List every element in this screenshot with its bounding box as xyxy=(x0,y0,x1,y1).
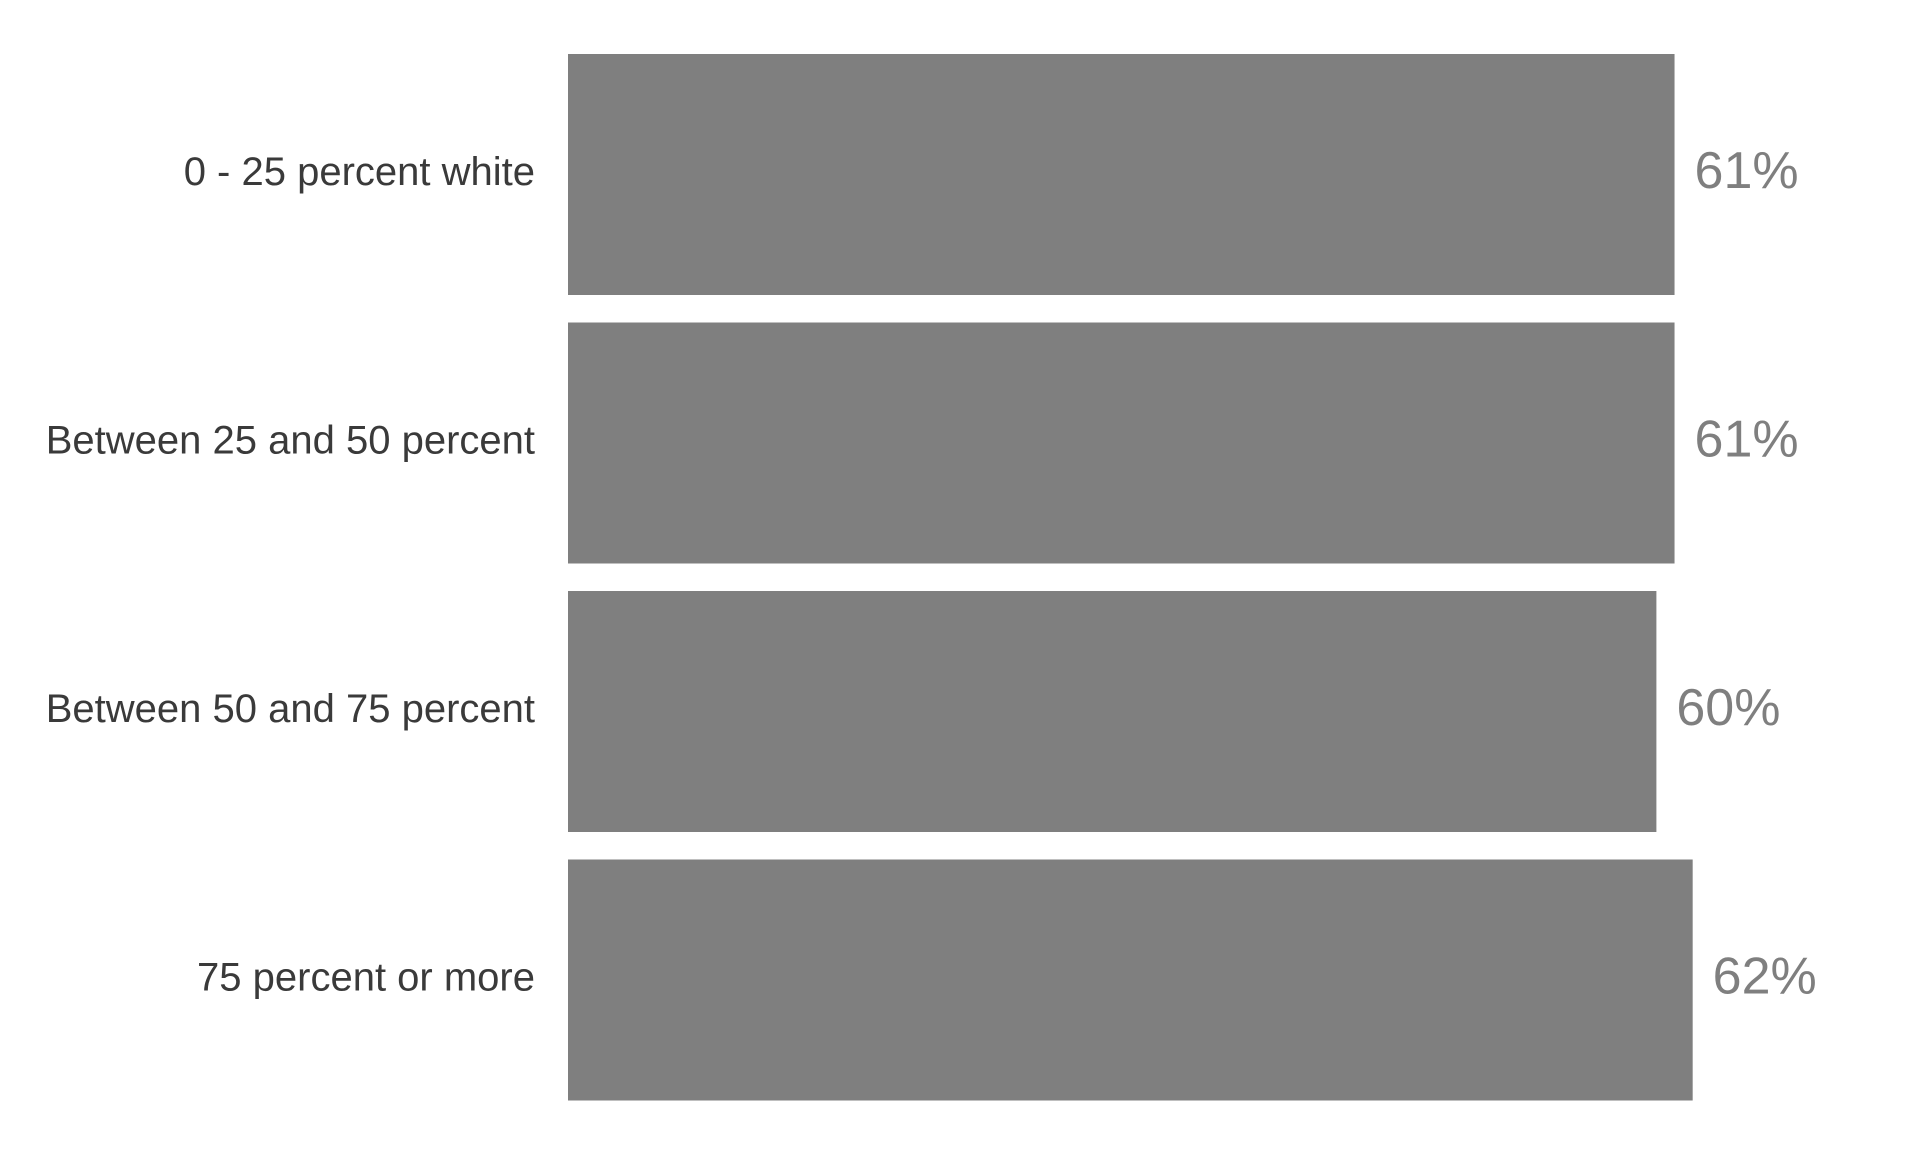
category-label-3: 75 percent or more xyxy=(197,956,535,1000)
bar-3 xyxy=(568,859,1693,1101)
value-label-2: 60% xyxy=(1676,679,1780,737)
value-label-0: 61% xyxy=(1695,142,1799,200)
category-label-2: Between 50 and 75 percent xyxy=(46,687,535,731)
category-label-1: Between 25 and 50 percent xyxy=(46,419,535,463)
category-labels: 0 - 25 percent white Between 25 and 50 pe… xyxy=(46,150,535,1000)
value-label-1: 61% xyxy=(1695,411,1799,469)
bar-1 xyxy=(568,322,1675,564)
value-label-3: 62% xyxy=(1713,948,1817,1006)
category-label-0: 0 - 25 percent white xyxy=(184,150,535,194)
bar-2 xyxy=(568,591,1657,832)
bar-0 xyxy=(568,54,1675,295)
value-labels: 61% 61% 60% 62% xyxy=(1676,142,1816,1006)
bars-layer xyxy=(568,54,1693,1101)
